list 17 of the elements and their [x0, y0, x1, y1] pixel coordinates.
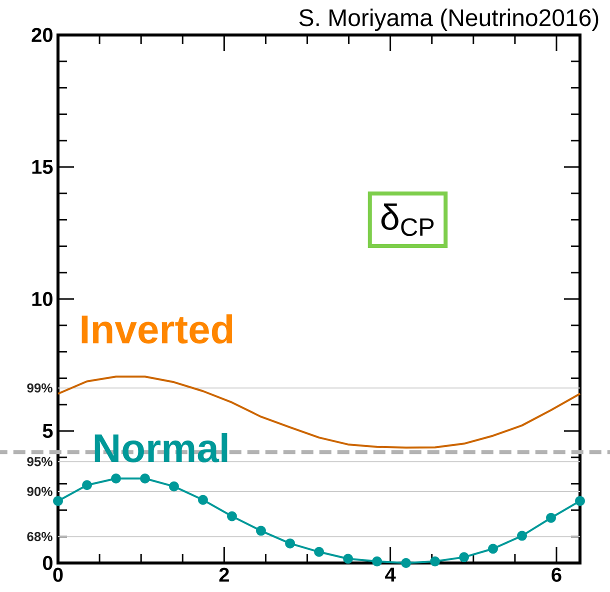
- y-tick-label: 10: [32, 292, 52, 306]
- y-tick-label: 20: [32, 28, 52, 42]
- text: 99%: [27, 383, 52, 393]
- y-tick-label: 5: [42, 424, 53, 438]
- text: 68%: [27, 532, 52, 542]
- x-tick-label: 4: [385, 568, 396, 582]
- text: 90%: [27, 486, 52, 496]
- series-label: Normal: [94, 433, 228, 462]
- annotation: δ$_{CP}$: [381, 204, 434, 236]
- y-tick-label: 0: [42, 556, 52, 570]
- x-tick-label: 2: [219, 568, 229, 582]
- text: 95%: [27, 457, 52, 466]
- chart-title: S. Moriyama (Neutrino2016): [299, 8, 598, 31]
- x-tick-label: 0: [53, 568, 63, 582]
- series-label: Inverted: [82, 314, 232, 344]
- y-tick-label: 15: [32, 160, 53, 174]
- x-tick-label: 6: [552, 568, 562, 582]
